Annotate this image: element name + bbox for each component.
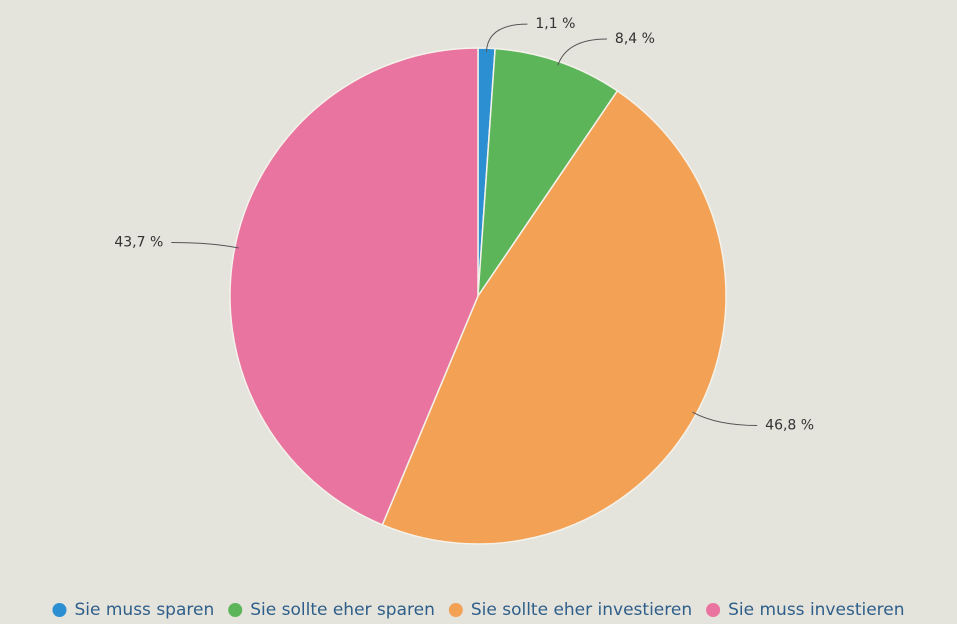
legend-label: Sie sollte eher investieren [471, 600, 692, 620]
data-label: 46,8 % [765, 418, 814, 434]
legend-label: Sie muss sparen [74, 600, 214, 620]
legend-label: Sie muss investieren [728, 600, 904, 620]
leader-line [485, 23, 528, 53]
leader-line [171, 242, 239, 249]
leader-line [557, 38, 607, 66]
legend-marker [228, 603, 243, 617]
data-label: 8,4 % [615, 31, 655, 47]
legend-marker [52, 603, 67, 617]
data-label: 43,7 % [114, 235, 163, 251]
data-label: 1,1 % [535, 16, 575, 32]
legend-label: Sie sollte eher sparen [250, 600, 435, 620]
leader-line [692, 411, 758, 427]
legend-marker [448, 603, 463, 617]
legend-marker [706, 603, 721, 617]
